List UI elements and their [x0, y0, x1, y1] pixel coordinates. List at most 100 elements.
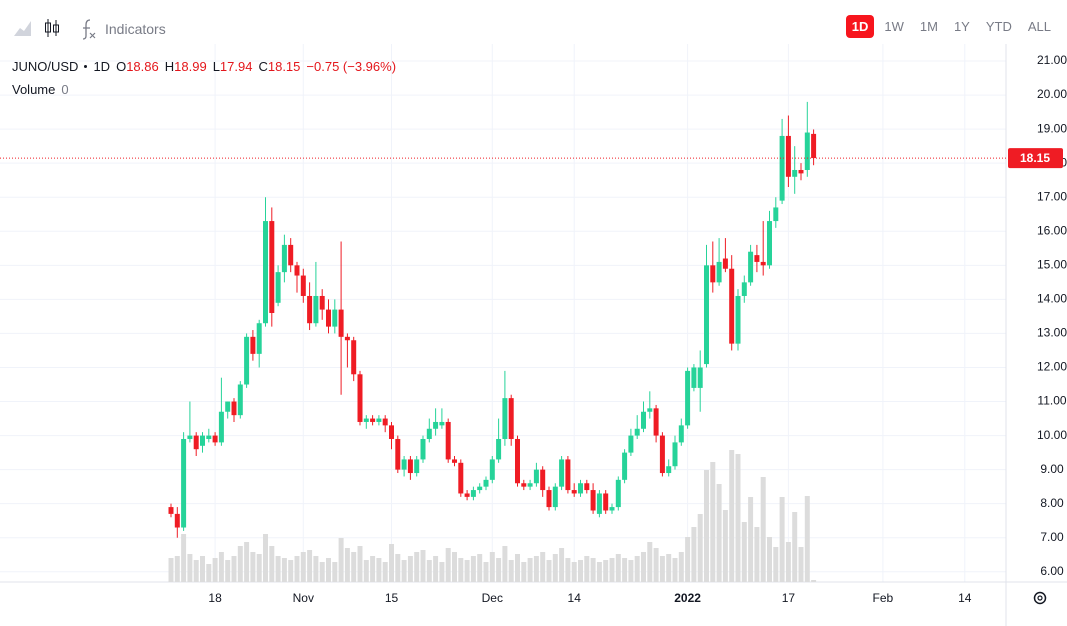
- open-value: 18.86: [126, 59, 159, 74]
- range-button[interactable]: 1D: [845, 15, 875, 38]
- candle-icon[interactable]: [45, 19, 59, 37]
- volume-bar: [281, 558, 287, 582]
- settings-icon[interactable]: [1033, 591, 1047, 605]
- volume-bar: [609, 558, 615, 582]
- volume-bar: [704, 470, 709, 582]
- candle-body: [256, 323, 262, 354]
- volume-bar: [634, 556, 640, 582]
- volume-bar: [244, 542, 250, 582]
- candle-body: [357, 374, 363, 422]
- volume-bar: [559, 548, 565, 582]
- volume-bar: [332, 562, 338, 582]
- candle-body: [496, 438, 502, 460]
- candle-body: [477, 486, 483, 491]
- volume-bar: [622, 558, 628, 582]
- volume-bar: [269, 546, 275, 582]
- y-tick-label: 9.00: [1040, 462, 1064, 476]
- y-tick-label: 12.00: [1037, 360, 1067, 374]
- indicators-icon[interactable]: [82, 19, 96, 40]
- volume-bar: [181, 534, 187, 582]
- y-tick-label: 6.00: [1040, 564, 1064, 578]
- candle-body: [351, 340, 357, 375]
- volume-bar: [773, 547, 779, 582]
- volume-bar: [401, 560, 407, 582]
- candle-body: [634, 428, 640, 436]
- volume-bar: [811, 580, 817, 582]
- candle-body: [489, 459, 495, 480]
- candle-body: [571, 490, 577, 494]
- volume-bar: [502, 546, 508, 582]
- candle-body: [559, 459, 565, 487]
- volume-bar: [206, 564, 212, 582]
- range-button[interactable]: YTD: [985, 19, 1012, 34]
- grid: [0, 44, 1006, 582]
- volume-bar: [716, 484, 722, 582]
- volume-bar: [590, 558, 596, 582]
- volume-bar: [426, 560, 432, 582]
- candle-body: [363, 418, 369, 422]
- candle-body: [168, 507, 174, 514]
- volume-bar: [300, 552, 306, 582]
- volume-bar: [496, 558, 502, 582]
- candle-body: [811, 133, 817, 159]
- close-prefix: C: [258, 59, 268, 74]
- candle-body: [653, 408, 659, 436]
- volume-bar: [477, 554, 483, 582]
- candle-body: [767, 221, 772, 266]
- y-tick-label: 20.00: [1037, 87, 1067, 101]
- candle-body: [628, 435, 634, 453]
- area-chart-icon[interactable]: [14, 21, 31, 36]
- candle-body: [735, 295, 741, 344]
- candle-body: [584, 483, 590, 491]
- volume-bar: [351, 552, 357, 582]
- volume-bar: [792, 512, 798, 582]
- volume-bar: [344, 548, 350, 582]
- candle-body: [319, 295, 325, 310]
- candle-body: [508, 398, 514, 439]
- range-button[interactable]: 1Y: [953, 19, 970, 34]
- volume-bar: [754, 527, 760, 582]
- range-button[interactable]: 1W: [884, 19, 904, 34]
- candle-body: [470, 490, 476, 497]
- candle-body: [710, 265, 716, 283]
- candle-body: [281, 244, 287, 273]
- volume-bar: [370, 556, 376, 582]
- range-buttons: 1D 1W 1M 1Y YTD ALL: [845, 15, 1057, 38]
- volume-bar: [382, 562, 388, 582]
- candle-body: [659, 435, 665, 474]
- volume-bar: [546, 560, 552, 582]
- volume-bar: [225, 560, 231, 582]
- candle-body: [622, 452, 628, 480]
- volume-bar: [376, 558, 382, 582]
- volume-bar: [533, 556, 539, 582]
- candle-body: [779, 135, 785, 201]
- candle-body: [389, 425, 394, 439]
- y-tick-label: 15.00: [1037, 258, 1067, 272]
- volume-bar: [168, 558, 174, 582]
- x-tick-label: 14: [568, 591, 582, 605]
- volume-bar: [722, 510, 728, 582]
- candle-body: [326, 309, 331, 327]
- indicators-button[interactable]: Indicators: [105, 21, 166, 37]
- range-button[interactable]: ALL: [1027, 19, 1051, 34]
- range-button[interactable]: 1M: [919, 19, 938, 34]
- volume-bar: [174, 556, 180, 582]
- volume-bar: [294, 556, 300, 582]
- candle-body: [596, 493, 602, 514]
- candle-body: [722, 258, 728, 269]
- candle-body: [754, 255, 760, 262]
- candle-body: [193, 435, 199, 450]
- candle-body: [332, 309, 338, 327]
- x-tick-label: 2022: [674, 591, 701, 605]
- candle-body: [401, 459, 407, 470]
- candle-body: [533, 469, 539, 484]
- volume-title: Volume: [12, 82, 56, 97]
- candle-body: [225, 401, 231, 412]
- plot: 6.00 7.00 8.00 9.00 10.00 11.00 12.00 13.00 14.0…: [0, 53, 1067, 605]
- candle-body: [804, 132, 810, 170]
- candle-body: [647, 408, 653, 412]
- candle-body: [798, 169, 804, 174]
- candle-body: [187, 435, 193, 439]
- candle-body: [502, 398, 508, 439]
- volume-bar: [615, 554, 621, 582]
